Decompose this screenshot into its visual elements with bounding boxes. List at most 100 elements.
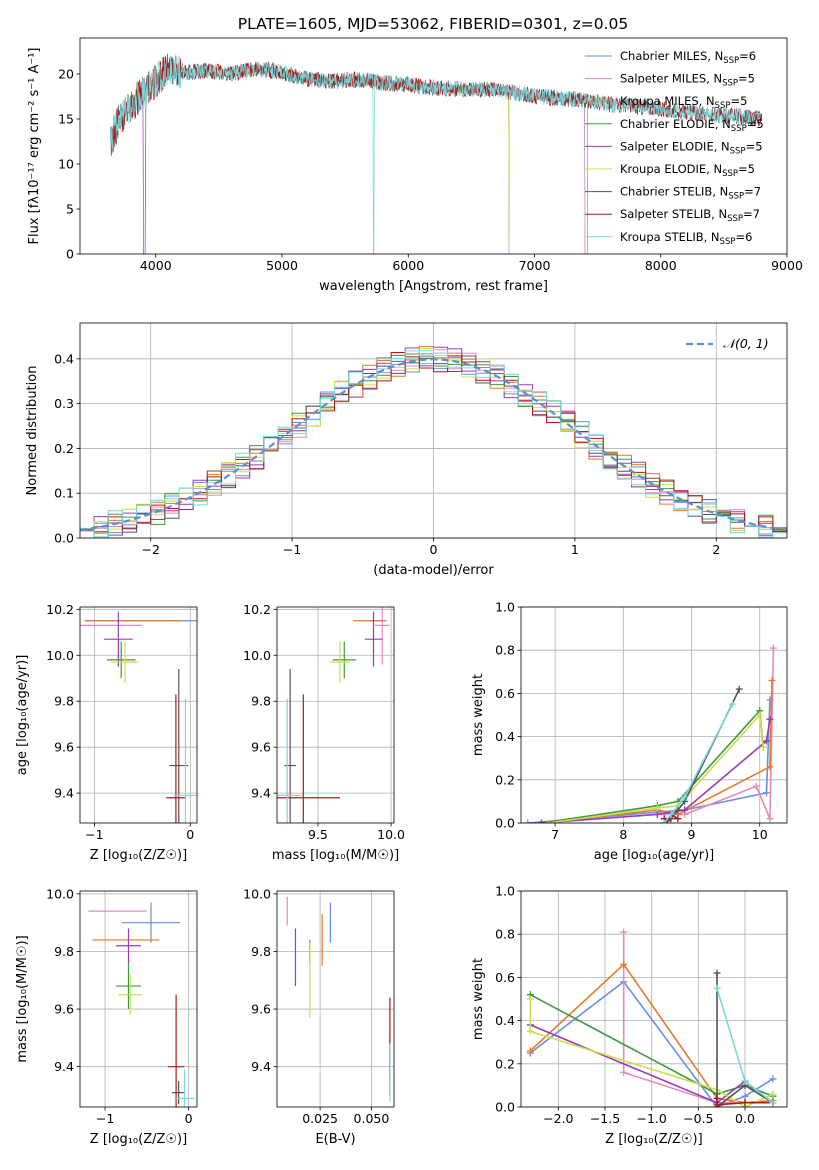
- weight-vs-z-y-tick-label: 0.8: [495, 927, 515, 942]
- weight-vs-z-y-tick-label: 0.4: [495, 1013, 515, 1028]
- weight-vs-z-y-tick-label: 0.0: [495, 1100, 515, 1115]
- weight-vs-age-series-salpeter-elodie: [537, 715, 774, 823]
- weight-vs-age-marker: [766, 715, 774, 723]
- weight-vs-age-y-tick-label: 0.4: [495, 729, 515, 744]
- residuals-frame: [79, 322, 788, 539]
- mass-vs-z-y-axis-label: mass [log₁₀(M/M☉)]: [15, 935, 30, 1062]
- weight-vs-age-y-tick-label: 1.0: [495, 600, 515, 615]
- age-vs-z-plot-area: [80, 611, 197, 823]
- weight-vs-age-marker: [759, 743, 767, 751]
- mass-vs-ebv-y-tick-label: 9.8: [251, 944, 271, 959]
- spectrum-x-tick-label: 9000: [771, 258, 803, 273]
- age-vs-mass-plot-area: [277, 607, 390, 823]
- mass-vs-ebv-y-tick-label: 9.4: [251, 1059, 271, 1074]
- weight-vs-age-marker: [728, 700, 736, 708]
- weight-vs-z-series-kroupa-stelib: [713, 984, 777, 1107]
- weight-vs-age-marker: [653, 804, 661, 812]
- weight-vs-age-y-tick-label: 0.0: [495, 816, 515, 831]
- weight-vs-age-marker: [756, 711, 764, 719]
- weight-vs-age-frame: [520, 606, 788, 824]
- weight-vs-age-marker: [537, 819, 545, 823]
- residuals-legend: 𝒩(0, 1): [686, 336, 769, 351]
- weight-vs-age-series-kroupa-stelib: [660, 700, 736, 823]
- spectrum-legend-label: Salpeter ELODIE, NSSP=5: [620, 139, 763, 156]
- age-vs-mass-panel: 9.5 10.0 9.4 9.6 9.8 10.0 10.2 mass [log₁₀(M/M☉…: [243, 602, 405, 863]
- weight-vs-age-ticks: 7 8 9 10 0.0 0.2 0.4 0.6 0.8 1.0: [495, 600, 768, 843]
- mass-vs-z-point-salpeter-elodie: [115, 928, 142, 963]
- weight-vs-age-y-tick-label: 0.8: [495, 643, 515, 658]
- age-vs-z-x-axis-label: Z [log₁₀(Z/Z☉)]: [90, 848, 187, 863]
- mass-vs-ebv-x-axis-label: E(B-V): [315, 1132, 355, 1147]
- age-vs-mass-ticks: 9.5 10.0 9.4 9.6 9.8 10.0 10.2: [243, 602, 405, 842]
- spectrum-ticks: 4000 5000 6000 7000 8000 9000 0 5 10 15 20: [58, 67, 803, 274]
- residuals-y-tick-label: 0.2: [54, 441, 74, 456]
- weight-vs-z-y-tick-label: 1.0: [495, 884, 515, 899]
- residuals-y-tick-label: 0.3: [54, 396, 74, 411]
- weight-vs-age-marker: [667, 810, 675, 818]
- age-vs-z-point-chabrier-elodie: [106, 641, 136, 679]
- mass-vs-z-point-chabrier-miles: [121, 902, 181, 943]
- mass-vs-z-y-tick-label: 10.0: [46, 886, 74, 901]
- weight-vs-z-marker: [769, 1075, 777, 1083]
- residuals-x-tick-label: 2: [712, 542, 720, 557]
- residuals-x-tick-label: 0: [430, 542, 438, 557]
- weight-vs-age-marker: [752, 782, 760, 790]
- weight-vs-age-x-tick-label: 8: [619, 827, 627, 842]
- spectrum-x-tick-label: 4000: [140, 258, 172, 273]
- mass-vs-z-y-tick-label: 9.6: [54, 1002, 74, 1017]
- spectrum-y-tick-label: 5: [66, 202, 74, 217]
- weight-vs-z-marker: [526, 995, 534, 1003]
- spectrum-y-tick-label: 15: [58, 112, 74, 127]
- age-vs-mass-point-salpeter-miles: [374, 607, 390, 665]
- weight-vs-age-marker: [766, 763, 774, 771]
- residuals-y-tick-label: 0.4: [54, 351, 74, 366]
- mass-vs-ebv-plot-area: [286, 896, 391, 1102]
- mass-vs-z-y-tick-label: 9.4: [54, 1059, 74, 1074]
- residuals-ticks: −2 −1 0 1 2 0.0 0.1 0.2 0.3 0.4: [54, 351, 720, 557]
- age-vs-z-y-tick-label: 9.8: [54, 694, 74, 709]
- weight-vs-z-x-tick-label: 0.0: [735, 1111, 755, 1126]
- age-vs-z-y-tick-label: 10.2: [46, 602, 74, 617]
- weight-vs-z-marker: [526, 1027, 534, 1035]
- mass-vs-ebv-frame: [276, 890, 395, 1108]
- residuals-x-tick-label: −1: [283, 542, 301, 557]
- weight-vs-z-marker: [526, 1047, 534, 1055]
- age-vs-mass-grid: [277, 607, 394, 823]
- weight-vs-age-plot-area: [524, 644, 777, 823]
- weight-vs-z-marker: [713, 1094, 721, 1102]
- weight-vs-z-marker: [620, 1068, 628, 1076]
- weight-vs-age-marker: [681, 793, 689, 801]
- mass-vs-z-grid: [80, 891, 197, 1107]
- mass-vs-z-point-kroupa-stelib: [174, 1069, 195, 1107]
- age-vs-z-y-tick-label: 10.0: [46, 648, 74, 663]
- residuals-y-tick-label: 0.1: [54, 486, 74, 501]
- mass-vs-ebv-grid: [277, 891, 394, 1107]
- weight-vs-age-marker: [660, 819, 668, 823]
- age-vs-z-x-tick-label: −1: [85, 827, 103, 842]
- weight-vs-z-y-axis-label: mass weight: [471, 958, 486, 1040]
- spectrum-y-tick-label: 20: [58, 67, 74, 82]
- age-vs-z-y-axis-label: age [log₁₀(age/yr)]: [15, 655, 30, 776]
- age-vs-z-x-tick-label: 0: [186, 827, 194, 842]
- spectrum-legend: Chabrier MILES, NSSP=6 Salpeter MILES, NS…: [585, 49, 764, 247]
- mass-vs-z-plot-area: [88, 902, 195, 1107]
- weight-vs-z-y-tick-label: 0.6: [495, 970, 515, 985]
- spectrum-legend-label: Kroupa MILES, NSSP=5: [620, 94, 747, 111]
- age-vs-z-point-kroupa-stelib: [173, 698, 197, 823]
- age-vs-z-y-tick-label: 9.4: [54, 786, 74, 801]
- spectrum-panel: 4000 5000 6000 7000 8000 9000 0 5 10 15 20 waveleng…: [27, 37, 803, 294]
- weight-vs-z-ticks: −2.0 −1.5 −1.0 −0.5 0.0 0.0 0.2 0.4 0.6 0.8 1.0: [495, 884, 755, 1127]
- weight-vs-age-x-tick-label: 10: [752, 827, 768, 842]
- weight-vs-z-x-tick-label: −0.5: [683, 1111, 713, 1126]
- age-vs-mass-y-tick-label: 10.0: [243, 648, 271, 663]
- age-vs-z-point-kroupa-elodie: [111, 641, 139, 683]
- spectrum-plot-area: [109, 53, 763, 254]
- weight-vs-age-marker: [681, 806, 689, 814]
- mass-vs-z-y-tick-label: 9.8: [54, 944, 74, 959]
- weight-vs-age-series-kroupa-miles: [537, 676, 776, 823]
- weight-vs-age-marker: [766, 815, 774, 823]
- mass-vs-ebv-panel: 0.025 0.050 9.4 9.6 9.8 10.0 E(B-V): [243, 886, 395, 1147]
- mass-vs-z-panel: −1 0 9.4 9.6 9.8 10.0 Z [log₁₀(Z/Z☉)] mass [log…: [15, 886, 198, 1147]
- weight-vs-z-marker: [769, 1090, 777, 1098]
- weight-vs-age-panel: 7 8 9 10 0.0 0.2 0.4 0.6 0.8 1.0 age [log₁₀(age/yr…: [471, 600, 788, 863]
